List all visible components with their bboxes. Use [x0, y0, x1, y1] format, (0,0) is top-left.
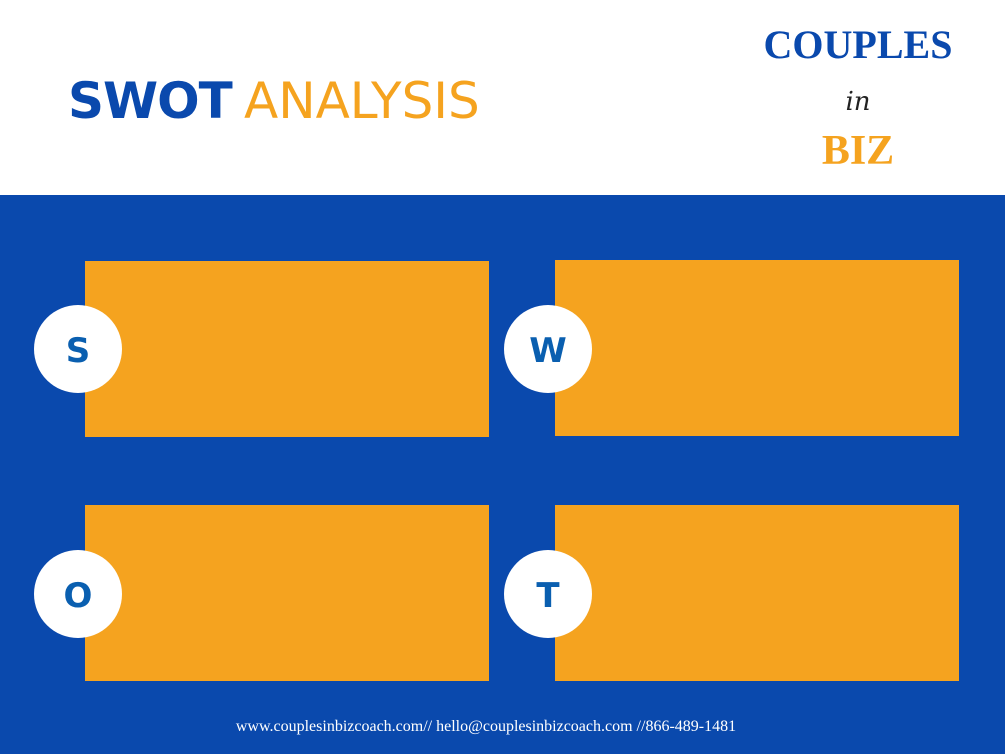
logo-in: in [845, 87, 870, 117]
logo-couples: COUPLES [764, 22, 953, 67]
logo-biz: BIZ [822, 128, 894, 174]
letter-circle [34, 305, 122, 393]
quadrant-box [85, 261, 489, 437]
header-band [0, 0, 1005, 195]
title-analysis: ANALYSIS [244, 72, 480, 130]
letter-circle [504, 550, 592, 638]
footer-contact: www.couplesinbizcoach.com// hello@couple… [236, 718, 736, 735]
quadrant-letter: S [66, 331, 91, 371]
letter-circle [504, 305, 592, 393]
quadrant-letter: O [64, 576, 93, 616]
quadrant-box [555, 505, 959, 681]
quadrant-box [555, 260, 959, 436]
quadrant-letter: W [529, 331, 567, 371]
quadrant-letter: T [536, 576, 560, 616]
letter-circle [34, 550, 122, 638]
title-swot: SWOT [68, 72, 233, 130]
quadrant-box [85, 505, 489, 681]
